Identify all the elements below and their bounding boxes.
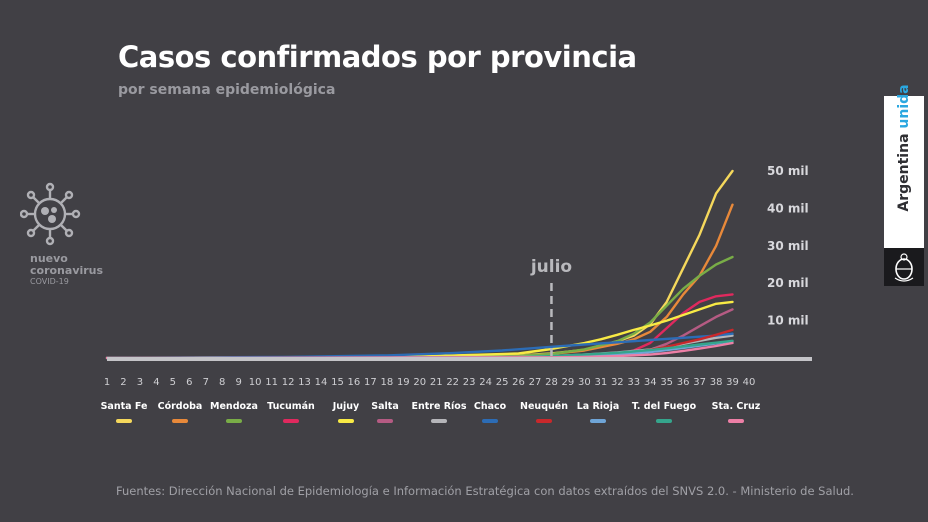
x-tick-label-4: 5 [170, 377, 176, 388]
legend-item-9: La Rioja [577, 401, 620, 423]
x-tick-label-17: 18 [380, 377, 393, 388]
series-line-2 [105, 255, 734, 360]
legend-item-3: Tucumán [267, 401, 315, 423]
legend-item-5: Salta [371, 401, 399, 423]
legend-item-11: Sta. Cruz [712, 401, 761, 423]
x-tick-label-9: 10 [249, 377, 262, 388]
x-tick-label-19: 20 [413, 377, 426, 388]
x-tick-label-16: 17 [364, 377, 377, 388]
x-tick-label-25: 26 [512, 377, 525, 388]
series-line-4 [105, 300, 734, 360]
x-tick-label-22: 23 [463, 377, 476, 388]
legend-label-4: Jujuy [332, 401, 360, 412]
x-tick-label-29: 30 [578, 377, 591, 388]
x-tick-label-39: 40 [743, 377, 756, 388]
y-tick-label-3: 40 mil [767, 201, 809, 215]
july-annotation: julio [530, 257, 572, 277]
x-tick-label-5: 6 [186, 377, 192, 388]
y-tick-label-0: 10 mil [767, 314, 809, 328]
x-tick-label-21: 22 [446, 377, 459, 388]
x-tick-label-20: 21 [430, 377, 443, 388]
legend-label-6: Entre Ríos [412, 401, 467, 412]
series-line-3 [105, 293, 734, 360]
x-tick-label-12: 13 [298, 377, 311, 388]
x-tick-label-28: 29 [562, 377, 575, 388]
y-tick-label-1: 20 mil [767, 276, 809, 290]
legend: Santa Fe Córdoba Mendoza Tucumán Jujuy Salta E… [101, 401, 761, 423]
x-tick-label-15: 16 [348, 377, 361, 388]
x-tick-label-30: 31 [594, 377, 607, 388]
x-tick-label-3: 4 [153, 377, 159, 388]
series-line-1 [105, 203, 734, 360]
x-tick-label-31: 32 [611, 377, 624, 388]
legend-item-2: Mendoza [210, 401, 258, 423]
legend-label-10: T. del Fuego [632, 401, 697, 412]
x-tick-label-1: 2 [120, 377, 126, 388]
logo-line-covid: COVID-19 [30, 277, 69, 286]
legend-label-8: Neuquén [520, 401, 568, 412]
legend-label-7: Chaco [474, 401, 507, 412]
x-tick-label-34: 35 [660, 377, 673, 388]
series-layer [105, 169, 734, 360]
x-tick-label-36: 37 [693, 377, 706, 388]
x-tick-label-13: 14 [315, 377, 328, 388]
legend-item-1: Córdoba [158, 401, 203, 423]
x-tick-label-35: 36 [677, 377, 690, 388]
series-line-7 [105, 332, 734, 360]
legend-item-8: Neuquén [520, 401, 568, 423]
x-tick-label-10: 11 [265, 377, 278, 388]
x-tick-label-26: 27 [529, 377, 542, 388]
x-tick-labels: 1 2 3 4 5 6 7 8 9 10 11 12 13 14 15 16 17 18 19 20 21 22 23 24 2… [104, 377, 756, 388]
legend-item-7: Chaco [474, 401, 507, 423]
legend-label-0: Santa Fe [101, 401, 148, 412]
x-tick-label-38: 39 [726, 377, 739, 388]
x-tick-label-8: 9 [236, 377, 242, 388]
x-tick-label-37: 38 [710, 377, 723, 388]
legend-label-9: La Rioja [577, 401, 620, 412]
y-tick-label-4: 50 mil [767, 164, 809, 178]
logo-line-coronavirus: coronavirus [30, 264, 104, 277]
y-tick-label-2: 30 mil [767, 239, 809, 253]
x-tick-label-7: 8 [219, 377, 225, 388]
legend-label-5: Salta [371, 401, 398, 412]
legend-item-4: Jujuy [332, 401, 360, 423]
x-tick-label-18: 19 [397, 377, 410, 388]
x-tick-label-2: 3 [137, 377, 143, 388]
logo-line-nuevo: nuevo [30, 252, 68, 265]
nuevo-coronavirus-logo: nuevo coronavirus COVID-19 [19, 182, 130, 286]
legend-label-11: Sta. Cruz [712, 401, 761, 412]
chart-title: Casos confirmados por provincia [118, 40, 637, 74]
legend-item-10: T. del Fuego [632, 401, 697, 423]
legend-item-6: Entre Ríos [412, 401, 467, 423]
coronavirus-icon [19, 182, 81, 246]
x-tick-label-14: 15 [331, 377, 344, 388]
legend-label-2: Mendoza [210, 401, 258, 412]
y-tick-labels: 10 mil 20 mil 30 mil 40 mil 50 mil [767, 164, 809, 328]
legend-item-0: Santa Fe [101, 401, 148, 423]
x-tick-label-24: 25 [496, 377, 509, 388]
argentina-coat-of-arms-icon [884, 248, 924, 286]
argentina-unida-badge: Argentina unida [884, 84, 924, 286]
x-tick-label-33: 34 [644, 377, 657, 388]
legend-label-1: Córdoba [158, 401, 203, 412]
x-tick-label-27: 28 [545, 377, 558, 388]
x-tick-label-32: 33 [627, 377, 640, 388]
x-tick-label-0: 1 [104, 377, 110, 388]
legend-label-3: Tucumán [267, 401, 315, 412]
x-tick-label-23: 24 [479, 377, 492, 388]
chart-subtitle: por semana epidemiológica [118, 82, 336, 98]
x-tick-label-11: 12 [282, 377, 295, 388]
x-tick-label-6: 7 [203, 377, 209, 388]
source-note: Fuentes: Dirección Nacional de Epidemiol… [116, 484, 854, 498]
